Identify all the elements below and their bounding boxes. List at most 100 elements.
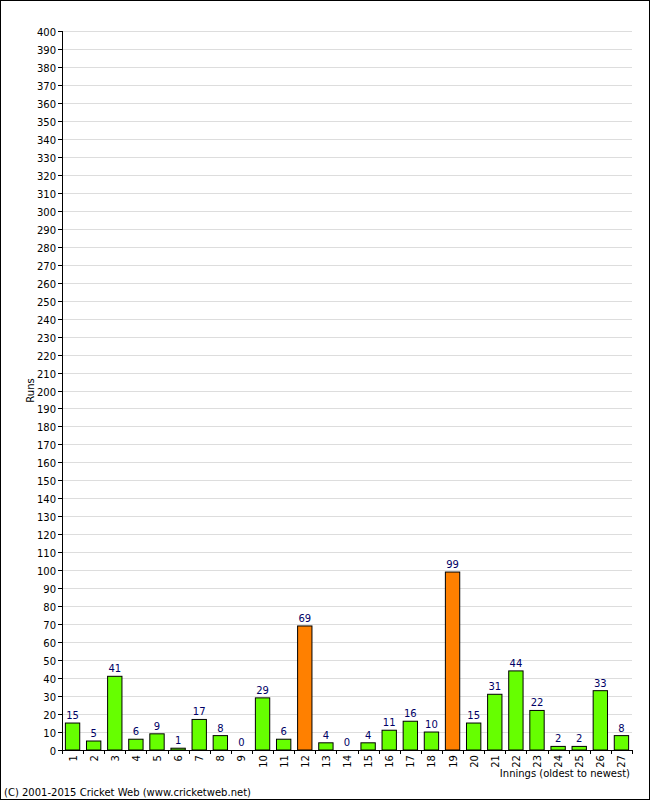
x-tick-label: 2 (89, 755, 100, 761)
x-tick (484, 750, 485, 754)
grid-line (62, 337, 632, 338)
y-tick-label: 290 (37, 225, 56, 236)
y-tick-label: 20 (43, 710, 56, 721)
y-tick (58, 588, 62, 589)
y-tick-label: 180 (37, 422, 56, 433)
outer-border (1, 1, 650, 800)
grid-line (62, 265, 632, 266)
y-tick-label: 70 (43, 620, 56, 631)
y-tick (58, 606, 62, 607)
y-tick (58, 31, 62, 32)
y-tick (58, 103, 62, 104)
grid-line (62, 67, 632, 68)
y-tick (58, 570, 62, 571)
x-tick-label: 24 (553, 755, 564, 768)
data-label: 5 (90, 728, 96, 739)
data-label: 69 (298, 613, 311, 624)
y-tick-label: 130 (37, 512, 56, 523)
y-tick-label: 360 (37, 99, 56, 110)
bar (382, 730, 396, 750)
x-tick (611, 750, 612, 754)
bar (276, 739, 290, 750)
grid-line (62, 355, 632, 356)
y-tick-label: 220 (37, 351, 56, 362)
grid-line (62, 391, 632, 392)
y-tick-label: 150 (37, 476, 56, 487)
y-tick-label: 140 (37, 494, 56, 505)
x-tick (358, 750, 359, 754)
y-tick-label: 0 (50, 746, 56, 757)
y-tick (58, 283, 62, 284)
bar (509, 671, 523, 750)
grid-line (62, 516, 632, 517)
grid-line (62, 121, 632, 122)
y-tick (58, 498, 62, 499)
grid-line (62, 444, 632, 445)
y-tick (58, 319, 62, 320)
grid-line (62, 157, 632, 158)
y-tick-label: 390 (37, 45, 56, 56)
bar (319, 743, 333, 750)
y-tick (58, 660, 62, 661)
data-label: 15 (467, 710, 480, 721)
grid-line (62, 319, 632, 320)
data-label: 44 (510, 658, 523, 669)
y-tick-label: 160 (37, 458, 56, 469)
x-tick (83, 750, 84, 754)
y-tick-label: 60 (43, 638, 56, 649)
x-tick-label: 10 (258, 755, 269, 768)
grid-line (62, 301, 632, 302)
grid-line (62, 570, 632, 571)
y-tick (58, 732, 62, 733)
x-tick-label: 9 (236, 755, 247, 761)
x-tick-label: 25 (574, 755, 585, 768)
y-tick (58, 714, 62, 715)
y-tick (58, 265, 62, 266)
y-tick-label: 80 (43, 602, 56, 613)
y-tick-label: 250 (37, 297, 56, 308)
x-tick (336, 750, 337, 754)
y-tick-label: 190 (37, 404, 56, 415)
bar (551, 746, 565, 750)
data-label: 99 (446, 559, 459, 570)
x-tick (463, 750, 464, 754)
y-tick (58, 139, 62, 140)
y-tick (58, 678, 62, 679)
grid-line (62, 606, 632, 607)
y-tick-label: 230 (37, 333, 56, 344)
y-tick-label: 200 (37, 387, 56, 398)
grid-line (62, 85, 632, 86)
bar (129, 739, 143, 750)
grid-line (62, 624, 632, 625)
x-tick (400, 750, 401, 754)
y-tick (58, 552, 62, 553)
bar (86, 741, 100, 750)
y-tick (58, 193, 62, 194)
x-tick (210, 750, 211, 754)
x-tick-label: 15 (363, 755, 374, 768)
grid-line (62, 175, 632, 176)
data-label: 16 (404, 708, 417, 719)
bar (403, 721, 417, 750)
bar (445, 572, 459, 750)
grid-line (62, 103, 632, 104)
y-tick (58, 229, 62, 230)
grid-line (62, 732, 632, 733)
data-label: 6 (133, 726, 139, 737)
grid-line (62, 408, 632, 409)
y-tick-label: 110 (37, 548, 56, 559)
y-tick-label: 320 (37, 171, 56, 182)
data-label: 10 (425, 719, 438, 730)
y-tick (58, 337, 62, 338)
x-tick (505, 750, 506, 754)
y-tick (58, 67, 62, 68)
data-label: 2 (555, 733, 561, 744)
bar (298, 626, 312, 750)
data-label: 4 (365, 730, 371, 741)
grid-line (62, 211, 632, 212)
y-tick (58, 624, 62, 625)
bar (171, 748, 185, 750)
bar (572, 746, 586, 750)
grid-line (62, 714, 632, 715)
grid-line (62, 498, 632, 499)
